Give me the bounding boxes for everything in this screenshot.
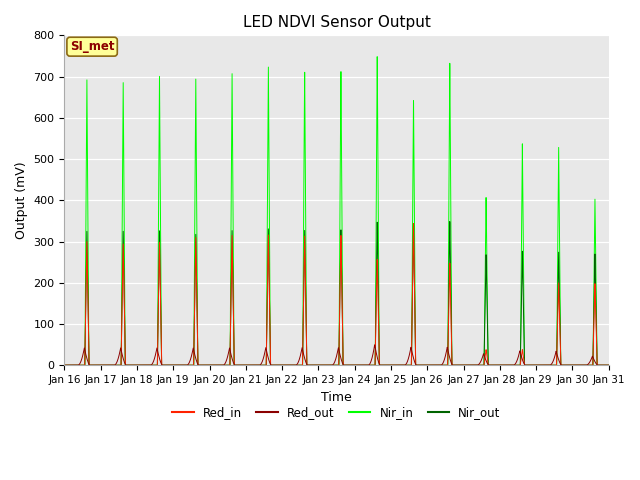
Line: Nir_in: Nir_in [65,57,609,365]
Title: LED NDVI Sensor Output: LED NDVI Sensor Output [243,15,431,30]
Nir_out [177,362,185,368]
Text: SI_met: SI_met [70,40,115,53]
Red_in [172,362,179,368]
Nir_in [373,54,381,60]
Nir_in [177,362,185,368]
Red_out [172,362,179,368]
Nir_out [489,362,497,368]
Red_out [61,362,68,368]
Nir_in [603,362,611,368]
Red_in [412,360,419,366]
Red_in [605,362,612,368]
Nir_in [412,362,419,368]
Nir_out [605,362,612,368]
Nir_out [603,362,611,368]
Legend: Red_in, Red_out, Nir_in, Nir_out: Red_in, Red_out, Nir_in, Nir_out [168,401,506,424]
Red_in [177,362,185,368]
Red_out [603,362,611,368]
Red_out [177,362,185,368]
Nir_out [412,360,419,366]
Red_in [489,362,497,368]
Nir_in [264,89,272,95]
Red_in [61,362,68,368]
Nir_in [61,362,68,368]
Red_out [489,362,497,368]
Line: Red_out: Red_out [65,345,609,365]
Red_out [371,342,378,348]
Red_in [264,242,272,248]
Line: Red_in: Red_in [65,224,609,365]
Nir_in [172,362,179,368]
Y-axis label: Output (mV): Output (mV) [15,161,28,239]
Red_out [412,361,419,367]
Nir_in [605,362,612,368]
Red_out [264,355,272,360]
Red_in [410,221,417,227]
Nir_out [264,237,272,242]
Red_out [605,362,612,368]
Nir_out [172,362,179,368]
X-axis label: Time: Time [321,391,352,404]
Nir_in [489,362,497,368]
Line: Nir_out: Nir_out [65,222,609,365]
Nir_out [61,362,68,368]
Nir_out [446,219,454,225]
Red_in [603,362,611,368]
